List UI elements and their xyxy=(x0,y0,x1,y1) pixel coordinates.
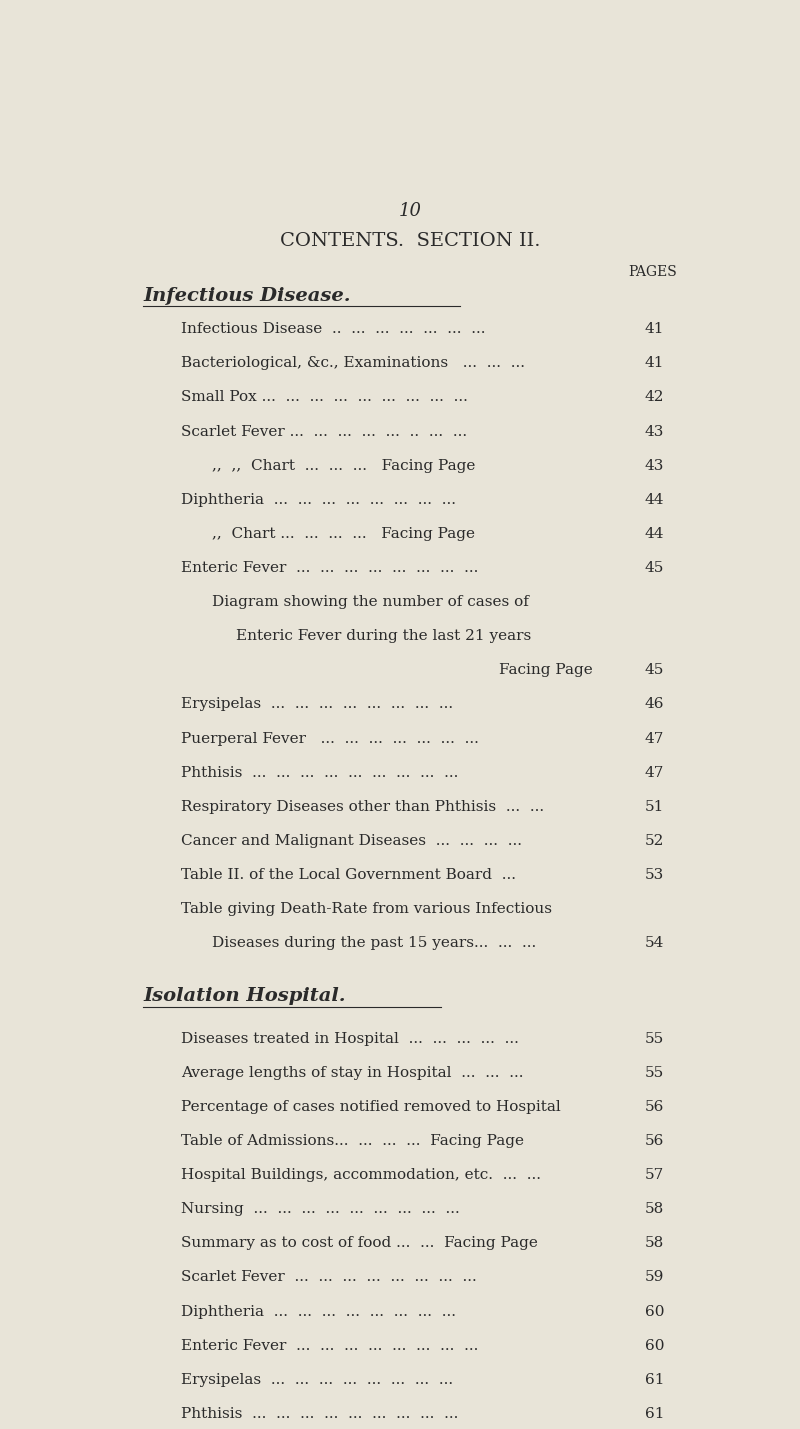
Text: 58: 58 xyxy=(645,1202,664,1216)
Text: 47: 47 xyxy=(645,766,664,780)
Text: Bacteriological, &c., Examinations   ...  ...  ...: Bacteriological, &c., Examinations ... .… xyxy=(181,356,525,370)
Text: Diseases treated in Hospital  ...  ...  ...  ...  ...: Diseases treated in Hospital ... ... ...… xyxy=(181,1032,518,1046)
Text: 61: 61 xyxy=(645,1373,664,1386)
Text: 45: 45 xyxy=(645,663,664,677)
Text: Hospital Buildings, accommodation, etc.  ...  ...: Hospital Buildings, accommodation, etc. … xyxy=(181,1167,541,1182)
Text: Isolation Hospital.: Isolation Hospital. xyxy=(143,987,346,1006)
Text: Phthisis  ...  ...  ...  ...  ...  ...  ...  ...  ...: Phthisis ... ... ... ... ... ... ... ...… xyxy=(181,766,458,780)
Text: 44: 44 xyxy=(645,493,664,507)
Text: 10: 10 xyxy=(398,203,422,220)
Text: Facing Page: Facing Page xyxy=(499,663,593,677)
Text: Puerperal Fever   ...  ...  ...  ...  ...  ...  ...: Puerperal Fever ... ... ... ... ... ... … xyxy=(181,732,478,746)
Text: Infectious Disease  ..  ...  ...  ...  ...  ...  ...: Infectious Disease .. ... ... ... ... ..… xyxy=(181,322,485,336)
Text: 45: 45 xyxy=(645,562,664,574)
Text: 56: 56 xyxy=(645,1135,664,1147)
Text: ,,  ,,  Chart  ...  ...  ...   Facing Page: ,, ,, Chart ... ... ... Facing Page xyxy=(211,459,475,473)
Text: 43: 43 xyxy=(645,459,664,473)
Text: 54: 54 xyxy=(645,936,664,950)
Text: 59: 59 xyxy=(645,1270,664,1285)
Text: 58: 58 xyxy=(645,1236,664,1250)
Text: Erysipelas  ...  ...  ...  ...  ...  ...  ...  ...: Erysipelas ... ... ... ... ... ... ... .… xyxy=(181,1373,453,1386)
Text: Phthisis  ...  ...  ...  ...  ...  ...  ...  ...  ...: Phthisis ... ... ... ... ... ... ... ...… xyxy=(181,1408,458,1420)
Text: Summary as to cost of food ...  ...  Facing Page: Summary as to cost of food ... ... Facin… xyxy=(181,1236,538,1250)
Text: Diseases during the past 15 years...  ...  ...: Diseases during the past 15 years... ...… xyxy=(211,936,536,950)
Text: Average lengths of stay in Hospital  ...  ...  ...: Average lengths of stay in Hospital ... … xyxy=(181,1066,523,1080)
Text: Table II. of the Local Government Board  ...: Table II. of the Local Government Board … xyxy=(181,867,516,882)
Text: 46: 46 xyxy=(645,697,664,712)
Text: 41: 41 xyxy=(645,322,664,336)
Text: Enteric Fever  ...  ...  ...  ...  ...  ...  ...  ...: Enteric Fever ... ... ... ... ... ... ..… xyxy=(181,1339,478,1353)
Text: Diphtheria  ...  ...  ...  ...  ...  ...  ...  ...: Diphtheria ... ... ... ... ... ... ... .… xyxy=(181,493,456,507)
Text: 52: 52 xyxy=(645,835,664,847)
Text: Table of Admissions...  ...  ...  ...  Facing Page: Table of Admissions... ... ... ... Facin… xyxy=(181,1135,524,1147)
Text: Percentage of cases notified removed to Hospital: Percentage of cases notified removed to … xyxy=(181,1100,560,1115)
Text: Cancer and Malignant Diseases  ...  ...  ...  ...: Cancer and Malignant Diseases ... ... ..… xyxy=(181,835,522,847)
Text: Respiratory Diseases other than Phthisis  ...  ...: Respiratory Diseases other than Phthisis… xyxy=(181,800,544,813)
Text: Diagram showing the number of cases of: Diagram showing the number of cases of xyxy=(211,594,529,609)
Text: 55: 55 xyxy=(645,1032,664,1046)
Text: Enteric Fever during the last 21 years: Enteric Fever during the last 21 years xyxy=(237,629,532,643)
Text: ,,  Chart ...  ...  ...  ...   Facing Page: ,, Chart ... ... ... ... Facing Page xyxy=(211,527,474,542)
Text: PAGES: PAGES xyxy=(628,264,677,279)
Text: Diphtheria  ...  ...  ...  ...  ...  ...  ...  ...: Diphtheria ... ... ... ... ... ... ... .… xyxy=(181,1305,456,1319)
Text: Nursing  ...  ...  ...  ...  ...  ...  ...  ...  ...: Nursing ... ... ... ... ... ... ... ... … xyxy=(181,1202,459,1216)
Text: Infectious Disease.: Infectious Disease. xyxy=(143,287,351,304)
Text: 47: 47 xyxy=(645,732,664,746)
Text: 42: 42 xyxy=(645,390,664,404)
Text: 60: 60 xyxy=(645,1305,664,1319)
Text: 61: 61 xyxy=(645,1408,664,1420)
Text: 55: 55 xyxy=(645,1066,664,1080)
Text: 57: 57 xyxy=(645,1167,664,1182)
Text: Enteric Fever  ...  ...  ...  ...  ...  ...  ...  ...: Enteric Fever ... ... ... ... ... ... ..… xyxy=(181,562,478,574)
Text: 51: 51 xyxy=(645,800,664,813)
Text: 60: 60 xyxy=(645,1339,664,1353)
Text: Small Pox ...  ...  ...  ...  ...  ...  ...  ...  ...: Small Pox ... ... ... ... ... ... ... ..… xyxy=(181,390,467,404)
Text: 41: 41 xyxy=(645,356,664,370)
Text: Scarlet Fever ...  ...  ...  ...  ...  ..  ...  ...: Scarlet Fever ... ... ... ... ... .. ...… xyxy=(181,424,466,439)
Text: 56: 56 xyxy=(645,1100,664,1115)
Text: 53: 53 xyxy=(645,867,664,882)
Text: 43: 43 xyxy=(645,424,664,439)
Text: 44: 44 xyxy=(645,527,664,542)
Text: Table giving Death-Rate from various Infectious: Table giving Death-Rate from various Inf… xyxy=(181,902,552,916)
Text: CONTENTS.  SECTION II.: CONTENTS. SECTION II. xyxy=(280,231,540,250)
Text: Erysipelas  ...  ...  ...  ...  ...  ...  ...  ...: Erysipelas ... ... ... ... ... ... ... .… xyxy=(181,697,453,712)
Text: Scarlet Fever  ...  ...  ...  ...  ...  ...  ...  ...: Scarlet Fever ... ... ... ... ... ... ..… xyxy=(181,1270,476,1285)
